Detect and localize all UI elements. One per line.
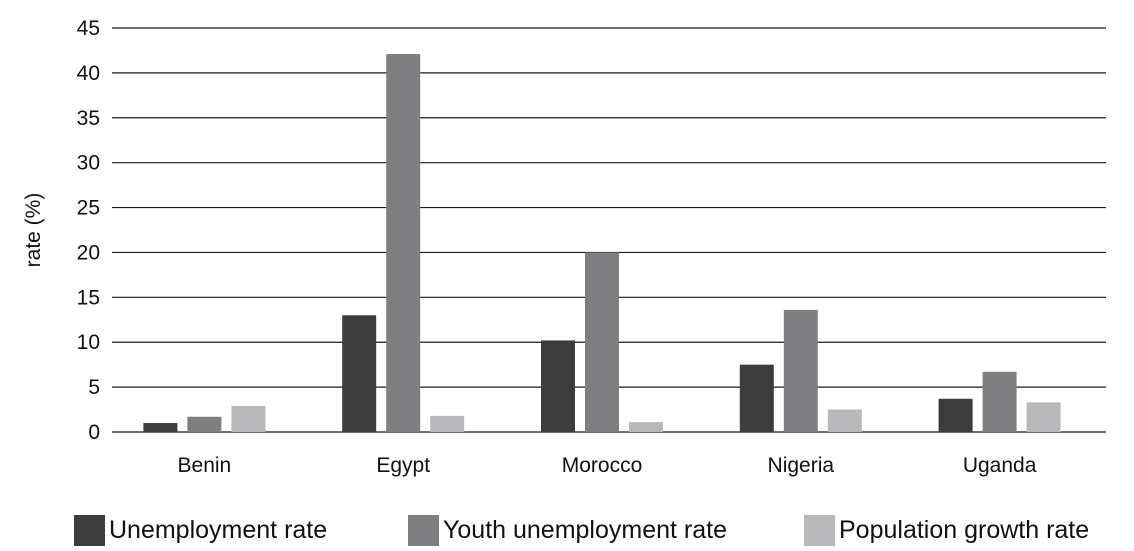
y-tick-label: 20 [77, 241, 100, 264]
legend-item-youth-unemployment: Youth unemployment rate [408, 512, 727, 548]
bar [827, 409, 862, 432]
legend-label: Unemployment rate [109, 516, 328, 544]
bar [982, 371, 1017, 432]
y-axis-ticks: 0 5 10 15 20 25 30 35 40 45 [77, 17, 100, 444]
x-tick-label: Uganda [963, 454, 1037, 477]
y-tick-label: 35 [77, 107, 100, 130]
y-tick-label: 25 [77, 197, 100, 220]
bar [629, 422, 663, 432]
legend-swatch [804, 514, 835, 546]
y-tick-label: 10 [77, 331, 100, 354]
x-tick-label: Benin [178, 454, 232, 477]
bar [585, 252, 619, 432]
legend-label: Youth unemployment rate [443, 516, 727, 544]
bar [143, 423, 178, 432]
y-tick-label: 15 [77, 286, 100, 309]
y-axis-title: rate (%) [22, 193, 45, 268]
x-tick-label: Morocco [562, 454, 643, 477]
bar [938, 398, 973, 432]
bar [231, 405, 266, 432]
legend-item-unemployment: Unemployment rate [74, 512, 327, 548]
bar [783, 309, 818, 432]
y-tick-label: 30 [77, 152, 100, 175]
bar [1026, 402, 1061, 432]
y-tick-label: 45 [77, 17, 100, 40]
legend-swatch [408, 514, 439, 546]
bar [187, 416, 222, 432]
bar [430, 415, 465, 432]
y-tick-label: 0 [88, 421, 100, 444]
x-tick-label: Nigeria [768, 454, 835, 477]
bar [342, 315, 377, 432]
legend-swatch [74, 514, 105, 546]
legend-item-population-growth: Population growth rate [804, 512, 1089, 548]
bar-chart: 0 5 10 15 20 25 30 35 40 45 Benin Egypt Morocco Nige… [22, 17, 1106, 477]
bar [386, 54, 421, 433]
x-tick-label: Egypt [376, 454, 430, 477]
x-axis-ticks: Benin Egypt Morocco Nigeria Uganda [178, 454, 1037, 477]
bars [143, 54, 1061, 433]
y-tick-label: 5 [88, 376, 100, 399]
y-tick-label: 40 [77, 62, 100, 85]
legend: Unemployment rate Youth unemployment rat… [0, 512, 1134, 548]
bar [541, 340, 575, 432]
bar [739, 364, 774, 432]
legend-label: Population growth rate [839, 516, 1090, 544]
